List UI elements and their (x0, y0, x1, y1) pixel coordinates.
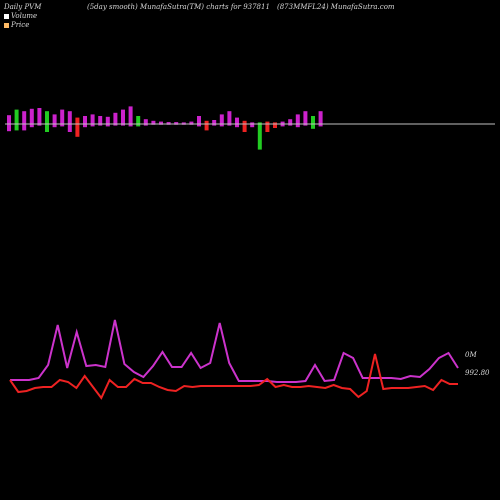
volume-bar-up (197, 116, 201, 124)
volume-bar-down (75, 124, 80, 137)
volume-bar-down (235, 124, 239, 128)
volume-bar-up (318, 111, 323, 124)
volume-bar-up (311, 116, 315, 124)
volume-swatch (4, 13, 9, 19)
volume-bar-down (67, 124, 72, 132)
volume-bar-up (121, 109, 125, 124)
volume-bar-down (311, 124, 315, 129)
volume-bar-up (257, 122, 262, 124)
price-right-label: 992.80 (465, 369, 490, 377)
volume-bar-up (303, 111, 308, 124)
volume-bar-down (242, 124, 247, 132)
volume-bar-up (227, 111, 232, 124)
volume-bar-up (280, 121, 285, 124)
volume-bar-up (250, 122, 255, 124)
volume-bar-up (67, 111, 72, 124)
volume-bar-up (181, 122, 186, 124)
volume-bar-down (105, 124, 110, 127)
volume-bar-up (75, 117, 80, 124)
volume-bar-up (128, 106, 133, 124)
volume-bar-down (45, 124, 49, 132)
volume-bar-up (143, 119, 148, 124)
volume-bar-down (250, 124, 255, 128)
volume-bar-up (166, 122, 171, 124)
volume-bar-up (52, 114, 57, 124)
volume-bar-down (265, 124, 270, 132)
volume-bar-down (37, 124, 42, 126)
volume-bar-up (288, 119, 293, 124)
volume-bar-up (242, 120, 247, 124)
volume-bar-up (14, 109, 19, 124)
volume-bar-up (45, 111, 49, 124)
volume-bar-down (83, 124, 87, 128)
header-middle: (5day smooth) MunafaSutra(TM) charts for… (87, 3, 270, 11)
volume-bar-down (22, 124, 27, 131)
volume-bar-down (128, 124, 133, 127)
volume-bar-down (113, 124, 118, 126)
volume-bar-down (90, 124, 95, 127)
volume-bar-down (60, 124, 65, 127)
volume-bars (7, 106, 323, 150)
legend-volume-label: Volume (11, 12, 38, 20)
volume-bar-up (295, 114, 300, 124)
volume-bar-down (204, 124, 209, 131)
volume-bar-down (227, 124, 232, 126)
volume-bar-up (265, 121, 270, 124)
volume-bar-up (22, 111, 27, 124)
volume-bar-up (174, 122, 179, 124)
volume-bar-up (212, 120, 217, 124)
volume-line (10, 319, 459, 383)
volume-bar-up (189, 121, 194, 124)
volume-bar-up (219, 114, 224, 124)
legend-price-label: Price (11, 21, 30, 29)
volume-bar-down (288, 124, 293, 126)
volume-bar-down (121, 124, 125, 126)
legend-volume: Volume (4, 12, 37, 20)
header-right: (873MMFL24) MunafaSutra.com (277, 3, 395, 11)
volume-bar-up (98, 116, 103, 124)
header-left: Daily PVM (4, 3, 42, 11)
volume-bar-down (280, 124, 285, 127)
volume-bar-up (113, 112, 118, 124)
volume-bar-up (83, 116, 87, 124)
volume-bar-down (303, 124, 308, 126)
volume-bar-down (52, 124, 57, 128)
price-line (9, 353, 458, 400)
volume-bar-down (197, 124, 201, 127)
volume-bar-down (143, 124, 148, 126)
volume-bar-down (295, 124, 300, 128)
volume-bar-up (273, 122, 277, 124)
volume-bar-up (7, 115, 11, 124)
volume-right-label: 0M (465, 351, 477, 359)
volume-bar-up (105, 116, 110, 124)
volume-bar-down (219, 124, 224, 127)
volume-bar-up (90, 114, 95, 124)
volume-bar-down (212, 124, 217, 126)
volume-bar-up (37, 108, 42, 124)
volume-bar-down (257, 124, 262, 150)
volume-bar-down (136, 124, 141, 127)
legend-price: Price (4, 21, 29, 29)
volume-bar-up (60, 109, 65, 124)
volume-bar-down (14, 124, 19, 131)
volume-bar-up (159, 121, 163, 124)
volume-bar-up (136, 116, 141, 124)
volume-bar-down (7, 124, 11, 132)
volume-bar-down (29, 124, 34, 128)
volume-bar-up (29, 108, 34, 124)
volume-bar-down (273, 124, 277, 128)
volume-bar-up (204, 120, 209, 124)
volume-bar-down (98, 124, 103, 126)
volume-bar-up (235, 117, 239, 124)
volume-bar-down (318, 124, 323, 127)
price-swatch (4, 22, 9, 28)
volume-bar-up (151, 120, 156, 124)
